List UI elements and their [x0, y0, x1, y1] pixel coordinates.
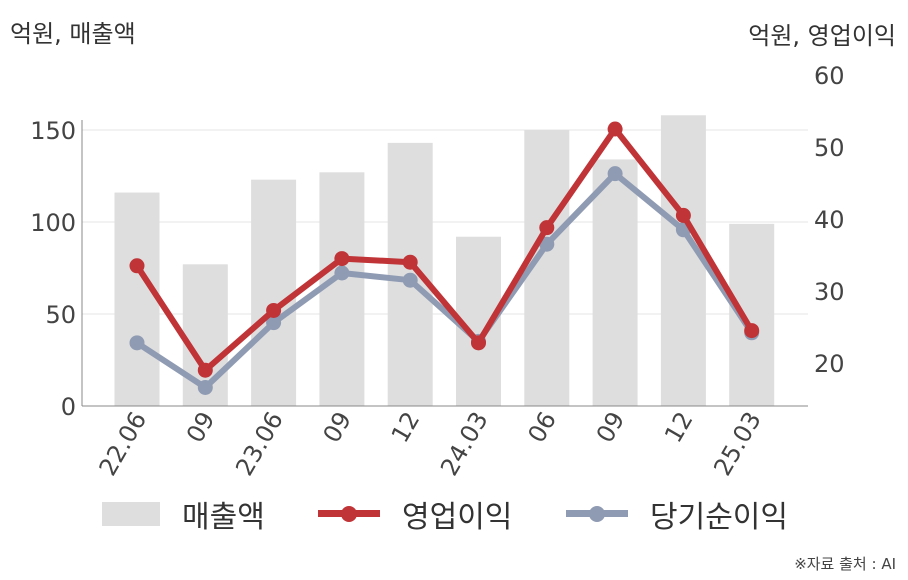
y-right-tick-30: 30	[814, 278, 845, 306]
revenue-bar-9	[729, 223, 775, 406]
point-series-1-7	[607, 121, 623, 137]
point-series-2-6	[539, 236, 555, 252]
point-series-1-1	[197, 362, 213, 378]
right-axis-unit-label: 억원, 영업이익	[748, 22, 896, 50]
y-left-tick-150: 150	[30, 117, 76, 145]
y-right-tick-60: 60	[814, 62, 845, 90]
line-series-2	[134, 170, 755, 391]
x-tick-5: 24.03	[435, 407, 494, 481]
y-left-tick-100: 100	[30, 209, 76, 237]
point-series-1-0	[129, 258, 145, 274]
point-series-2-1	[197, 379, 213, 395]
revenue-bar-8	[660, 115, 706, 406]
point-series-1-4	[402, 254, 418, 270]
legend-item-net-income: 당기순이익	[566, 490, 788, 538]
chart-legend: 매출액 영업이익 당기순이익	[0, 490, 908, 538]
x-tick-2: 23.06	[230, 407, 289, 481]
legend-label-revenue: 매출액	[182, 500, 265, 535]
legend-label-net-income: 당기순이익	[650, 500, 788, 535]
point-series-2-4	[402, 272, 418, 288]
left-axis-unit-label: 억원, 매출액	[10, 20, 136, 48]
point-series-1-2	[266, 302, 282, 318]
point-series-1-9	[744, 323, 760, 339]
axes	[81, 120, 808, 407]
source-note: ※자료 출처 : AI	[794, 555, 896, 573]
revenue-bar-7	[592, 159, 638, 406]
profit-lines	[129, 121, 760, 395]
legend-swatch-operating-profit	[318, 502, 380, 526]
point-series-2-2	[266, 315, 282, 331]
point-series-2-7	[607, 166, 623, 182]
legend-swatch-revenue	[102, 502, 160, 526]
x-tick-8: 12	[659, 407, 699, 447]
y-right-tick-20: 20	[814, 350, 845, 378]
revenue-bar-2	[251, 179, 297, 406]
x-tick-6: 06	[522, 407, 562, 447]
revenue-bar-3	[319, 172, 365, 406]
y-right-tick-50: 50	[814, 134, 845, 162]
point-series-2-0	[129, 335, 145, 351]
y-right-tick-40: 40	[814, 206, 845, 234]
point-series-1-8	[675, 207, 691, 223]
x-tick-0: 22.06	[94, 407, 153, 481]
legend-item-revenue: 매출액	[102, 490, 265, 538]
point-series-2-3	[334, 265, 350, 281]
point-series-1-5	[471, 335, 486, 351]
revenue-bar-0	[114, 192, 160, 406]
x-tick-4: 12	[386, 407, 426, 447]
x-tick-7: 09	[591, 407, 631, 447]
x-tick-9: 25.03	[708, 407, 767, 481]
x-tick-1: 09	[181, 407, 221, 447]
point-series-1-6	[539, 220, 555, 236]
y-left-tick-0: 0	[61, 393, 76, 421]
y-left-tick-50: 50	[45, 301, 76, 329]
x-tick-3: 09	[318, 407, 358, 447]
line-series-1	[134, 126, 755, 374]
legend-swatch-net-income	[566, 502, 628, 526]
point-series-1-3	[334, 251, 350, 267]
legend-item-operating-profit: 영업이익	[318, 490, 512, 538]
legend-label-operating-profit: 영업이익	[402, 500, 513, 535]
